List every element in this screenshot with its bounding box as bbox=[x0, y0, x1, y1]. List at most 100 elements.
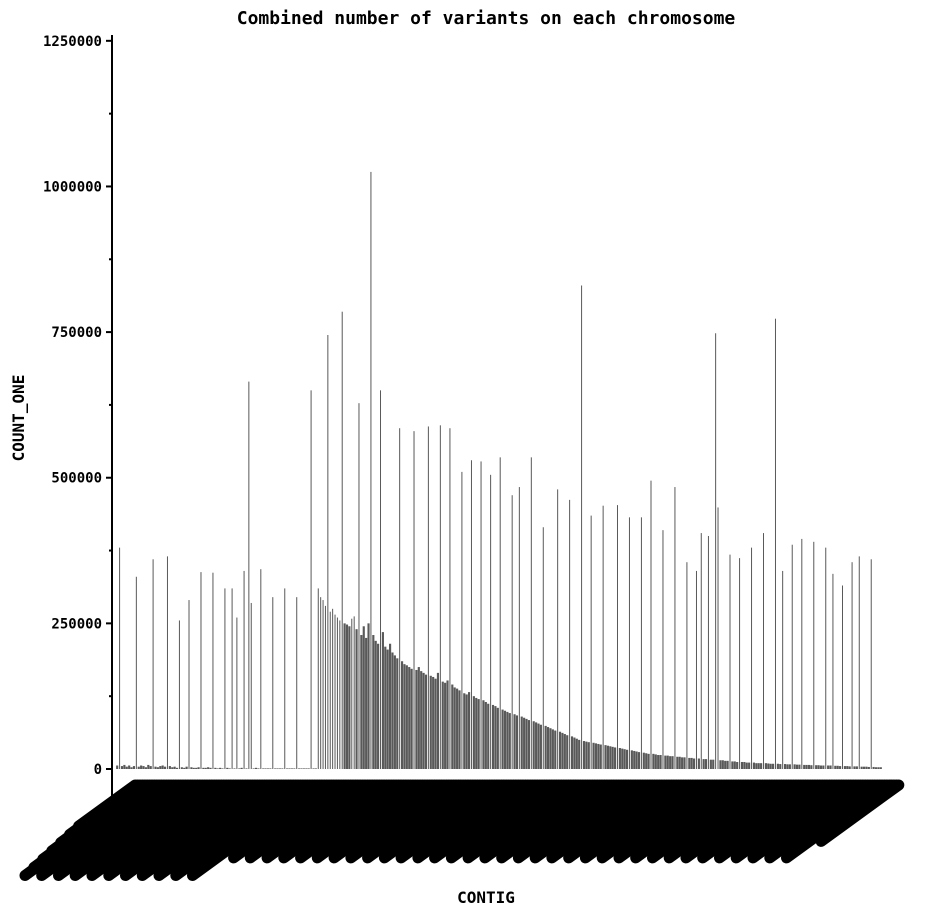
bar bbox=[751, 547, 753, 769]
bar bbox=[511, 495, 513, 769]
bar bbox=[569, 499, 571, 769]
bar bbox=[204, 767, 207, 769]
bar bbox=[202, 767, 205, 769]
bar bbox=[819, 765, 823, 769]
bar bbox=[700, 533, 702, 769]
bar bbox=[365, 637, 368, 769]
bar bbox=[130, 767, 133, 769]
bar bbox=[681, 757, 684, 769]
bar bbox=[171, 767, 174, 769]
bar bbox=[250, 602, 252, 769]
bar bbox=[429, 675, 432, 769]
bar bbox=[154, 766, 157, 769]
bar bbox=[503, 710, 507, 769]
y-tick-label: 500000 bbox=[51, 471, 102, 487]
bar bbox=[120, 766, 124, 769]
bar bbox=[763, 533, 765, 769]
bar bbox=[305, 768, 308, 769]
bar bbox=[566, 735, 569, 769]
bar bbox=[853, 766, 856, 769]
bar bbox=[487, 703, 490, 769]
bar bbox=[427, 426, 429, 769]
bar bbox=[551, 729, 554, 769]
bar bbox=[704, 759, 708, 769]
bar bbox=[549, 728, 552, 769]
bar bbox=[755, 763, 758, 769]
bar bbox=[166, 556, 168, 769]
y-tick-label: 0 bbox=[94, 762, 102, 778]
bar bbox=[274, 768, 277, 769]
bar bbox=[212, 572, 214, 769]
bar bbox=[712, 759, 715, 769]
bar bbox=[477, 699, 480, 769]
bar bbox=[733, 761, 736, 769]
bar bbox=[190, 767, 193, 769]
bar bbox=[513, 714, 516, 769]
bar bbox=[527, 720, 530, 769]
bar bbox=[657, 755, 660, 769]
bar bbox=[554, 730, 557, 769]
y-tick-label: 1250000 bbox=[43, 34, 102, 50]
bar bbox=[851, 562, 853, 769]
bar bbox=[432, 676, 435, 769]
bar bbox=[468, 692, 471, 769]
bar bbox=[332, 608, 334, 769]
bar bbox=[422, 672, 425, 769]
bar bbox=[791, 544, 793, 769]
bar bbox=[590, 515, 592, 769]
bar bbox=[606, 745, 609, 769]
bar bbox=[805, 764, 808, 769]
bar bbox=[135, 576, 137, 769]
bar bbox=[185, 766, 188, 769]
bar bbox=[320, 597, 322, 769]
bar bbox=[260, 569, 262, 769]
bar bbox=[276, 768, 279, 769]
bar bbox=[424, 674, 428, 769]
bar bbox=[609, 746, 612, 769]
bar bbox=[451, 684, 454, 769]
bar bbox=[207, 767, 210, 769]
bar bbox=[327, 335, 329, 769]
bar bbox=[461, 471, 463, 769]
bar bbox=[867, 766, 870, 769]
y-axis: 0 250000 500000 750000 1000000 1250000 bbox=[43, 34, 113, 812]
bar bbox=[798, 764, 801, 769]
bar bbox=[248, 381, 250, 769]
bar bbox=[769, 763, 772, 769]
bar bbox=[597, 743, 600, 769]
bar bbox=[362, 626, 365, 769]
bar bbox=[377, 643, 380, 769]
bar bbox=[748, 762, 751, 769]
bar bbox=[243, 570, 245, 769]
bar bbox=[494, 706, 497, 769]
bar bbox=[339, 620, 341, 769]
bar bbox=[695, 570, 697, 769]
bar bbox=[144, 767, 147, 769]
bar bbox=[386, 649, 389, 769]
bar bbox=[654, 754, 657, 769]
bar bbox=[334, 614, 336, 769]
bar bbox=[647, 753, 650, 769]
bar bbox=[614, 747, 617, 769]
bar bbox=[343, 623, 346, 769]
bar bbox=[557, 489, 559, 769]
bar bbox=[637, 752, 641, 769]
bar bbox=[360, 635, 363, 769]
bar bbox=[192, 767, 195, 769]
bar bbox=[783, 764, 787, 769]
bar bbox=[506, 711, 509, 769]
bar bbox=[865, 766, 868, 769]
bar bbox=[508, 713, 511, 769]
bar bbox=[119, 547, 121, 769]
bar bbox=[659, 755, 662, 769]
bar bbox=[168, 766, 171, 769]
bar bbox=[563, 734, 566, 769]
bar bbox=[611, 746, 614, 769]
bar bbox=[415, 669, 418, 769]
bar bbox=[300, 768, 303, 769]
bar bbox=[417, 667, 420, 769]
bar bbox=[353, 616, 355, 769]
bar bbox=[463, 693, 466, 769]
bar bbox=[272, 597, 274, 769]
y-tick-label: 750000 bbox=[51, 325, 102, 341]
